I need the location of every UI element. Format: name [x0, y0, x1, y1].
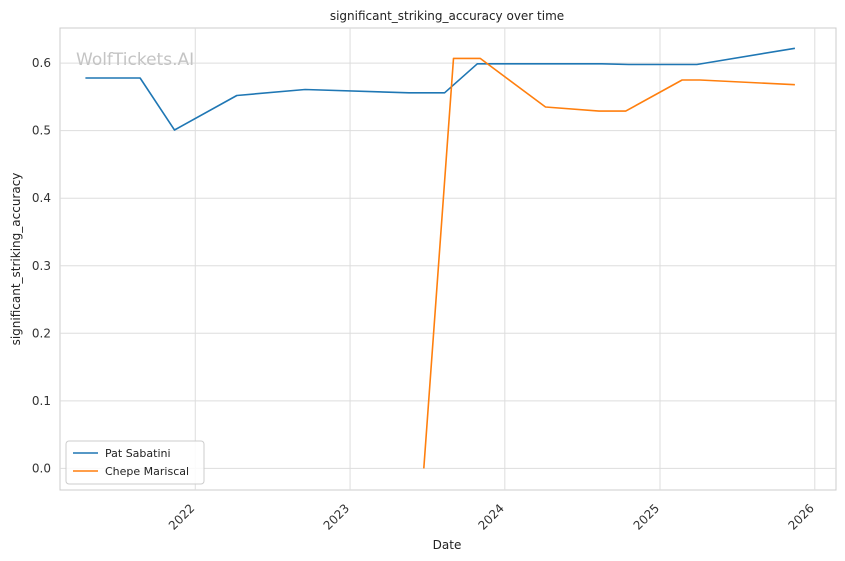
plot-frame: [59, 27, 837, 491]
legend-label-chepe-mariscal: Chepe Mariscal: [105, 465, 189, 478]
x-axis-title: Date: [433, 538, 462, 552]
y-tick-label: 0.4: [32, 191, 51, 205]
y-axis-ticks: 0.0 0.1 0.2 0.3 0.4 0.5 0.6: [32, 56, 51, 475]
x-axis-ticks: 2022 2023 2024 2025 2026: [166, 501, 817, 532]
series-line-chepe-mariscal: [423, 57, 795, 469]
y-tick-label: 0.2: [32, 326, 51, 340]
legend-label-pat-sabatini: Pat Sabatini: [105, 447, 171, 460]
legend-box: [65, 440, 205, 485]
x-tick-label: 2025: [631, 501, 662, 532]
y-tick-label: 0.6: [32, 56, 51, 70]
y-tick-label: 0.0: [32, 461, 51, 475]
series-layer: [85, 47, 796, 469]
y-tick-label: 0.5: [32, 124, 51, 138]
y-axis-title: significant_striking_accuracy: [9, 173, 23, 346]
plot-area: WolfTickets.AI: [59, 27, 837, 491]
x-tick-label: 2022: [166, 501, 197, 532]
y-tick-label: 0.1: [32, 394, 51, 408]
legend: Pat Sabatini Chepe Mariscal: [65, 440, 205, 485]
x-tick-label: 2023: [321, 501, 352, 532]
x-tick-label: 2024: [475, 501, 506, 532]
y-tick-label: 0.3: [32, 259, 51, 273]
watermark-text: WolfTickets.AI: [76, 50, 194, 70]
x-tick-label: 2026: [785, 501, 816, 532]
series-line-pat-sabatini: [85, 47, 796, 131]
chart-title: significant_striking_accuracy over time: [330, 9, 564, 23]
